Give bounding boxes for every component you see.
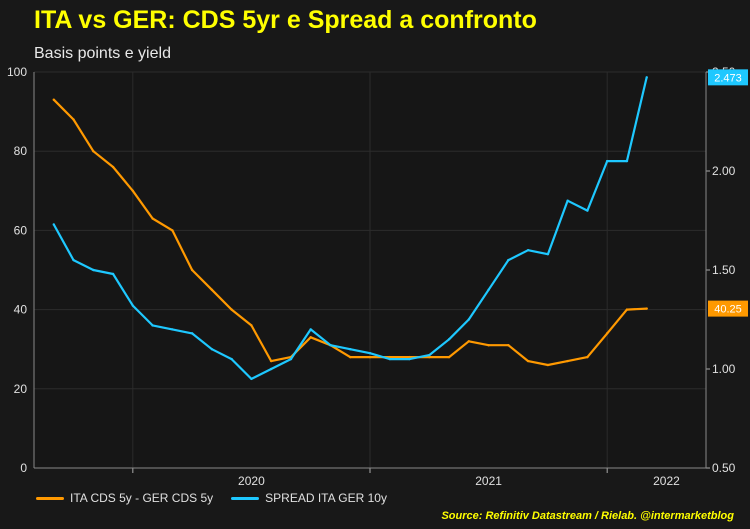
data-point-cds xyxy=(566,359,569,363)
series-lines xyxy=(52,76,648,381)
data-point-cds xyxy=(309,336,312,339)
data-point-cds xyxy=(586,355,589,359)
data-point-spread xyxy=(566,199,569,202)
data-point-cds xyxy=(526,359,530,363)
data-point-cds xyxy=(111,165,115,169)
data-point-cds xyxy=(447,355,451,359)
data-point-spread xyxy=(467,318,471,321)
left-tick-label: 80 xyxy=(14,144,28,158)
right-tick-label: 1.00 xyxy=(712,362,736,376)
legend-item-cds: ITA CDS 5y - GER CDS 5y xyxy=(36,491,213,505)
left-tick-label: 100 xyxy=(7,65,27,79)
right-tick-label: 2.00 xyxy=(712,164,736,178)
axes: 0204060801000.501.001.502.002.5020202021… xyxy=(7,65,736,488)
last-value-label-cds: 40.25 xyxy=(714,304,742,316)
data-point-cds xyxy=(92,150,95,153)
right-tick-label: 0.50 xyxy=(712,461,736,475)
data-point-cds xyxy=(408,355,411,359)
legend: ITA CDS 5y - GER CDS 5y SPREAD ITA GER 1… xyxy=(36,491,405,505)
data-point-cds xyxy=(605,332,609,335)
data-point-spread xyxy=(388,357,391,361)
data-point-spread xyxy=(289,357,293,361)
data-point-spread xyxy=(72,258,75,262)
data-point-spread xyxy=(92,268,95,272)
left-tick-label: 20 xyxy=(14,382,28,396)
x-tick-label: 2020 xyxy=(238,474,265,488)
data-point-cds xyxy=(546,363,550,367)
x-tick-label: 2021 xyxy=(475,474,502,488)
data-point-spread xyxy=(329,344,332,347)
data-point-cds xyxy=(250,324,253,327)
data-point-spread xyxy=(349,348,352,351)
last-value-box-spread xyxy=(708,69,748,86)
right-tick-label: 1.50 xyxy=(712,263,736,277)
data-point-spread xyxy=(52,223,55,226)
data-point-cds xyxy=(151,217,154,220)
data-point-spread xyxy=(605,159,609,163)
data-point-spread xyxy=(230,357,233,361)
legend-swatch-spread xyxy=(231,496,260,500)
data-point-cds xyxy=(368,355,372,359)
data-point-spread xyxy=(269,367,273,371)
data-point-spread xyxy=(447,338,451,341)
legend-label-spread: SPREAD ITA GER 10y xyxy=(265,491,387,505)
last-value-box-cds xyxy=(708,300,748,317)
data-point-spread xyxy=(428,353,431,357)
data-point-spread xyxy=(526,249,530,252)
data-point-cds xyxy=(230,308,233,311)
data-point-spread xyxy=(131,304,135,307)
data-point-cds xyxy=(210,288,214,291)
data-point-spread xyxy=(190,332,194,335)
data-point-spread xyxy=(507,258,510,262)
data-point-spread xyxy=(171,328,174,331)
last-value-label-spread: 2.473 xyxy=(714,72,742,84)
data-point-spread xyxy=(368,351,372,355)
data-point-cds xyxy=(487,344,490,347)
data-point-cds xyxy=(52,98,55,101)
data-point-cds xyxy=(388,355,391,359)
data-point-cds xyxy=(190,268,194,272)
left-tick-label: 40 xyxy=(14,303,28,317)
grid-lines xyxy=(34,71,706,469)
source-note: Source: Refinitiv Datastream / Rielab. @… xyxy=(441,510,734,522)
data-point-spread xyxy=(151,324,154,327)
data-point-cds xyxy=(625,308,629,311)
legend-item-spread: SPREAD ITA GER 10y xyxy=(231,491,387,505)
data-point-cds xyxy=(645,307,648,310)
legend-label-cds: ITA CDS 5y - GER CDS 5y xyxy=(70,491,214,505)
data-point-spread xyxy=(309,328,312,331)
data-point-spread xyxy=(408,357,411,361)
data-point-spread xyxy=(210,348,214,351)
data-point-spread xyxy=(645,76,648,79)
data-point-cds xyxy=(507,344,510,347)
data-point-spread xyxy=(546,252,550,256)
data-point-cds xyxy=(467,340,471,343)
data-point-cds xyxy=(269,359,273,363)
data-point-cds xyxy=(72,118,75,121)
left-tick-label: 60 xyxy=(14,223,28,237)
left-tick-label: 0 xyxy=(20,461,27,475)
x-tick-label: 2022 xyxy=(653,474,680,488)
data-point-spread xyxy=(625,159,629,163)
data-point-spread xyxy=(250,377,253,381)
data-point-cds xyxy=(131,189,135,192)
data-point-spread xyxy=(586,209,589,212)
data-point-spread xyxy=(111,272,115,276)
chart-subtitle: Basis points e yield xyxy=(34,45,171,62)
data-point-cds xyxy=(428,355,431,359)
legend-swatch-cds xyxy=(36,496,64,500)
data-point-cds xyxy=(171,229,174,232)
data-point-cds xyxy=(349,355,352,359)
last-value-callouts: 40.25 2.473 xyxy=(708,69,748,317)
chart-title: ITA vs GER: CDS 5yr e Spread a confronto xyxy=(34,6,537,34)
data-point-spread xyxy=(487,288,490,291)
